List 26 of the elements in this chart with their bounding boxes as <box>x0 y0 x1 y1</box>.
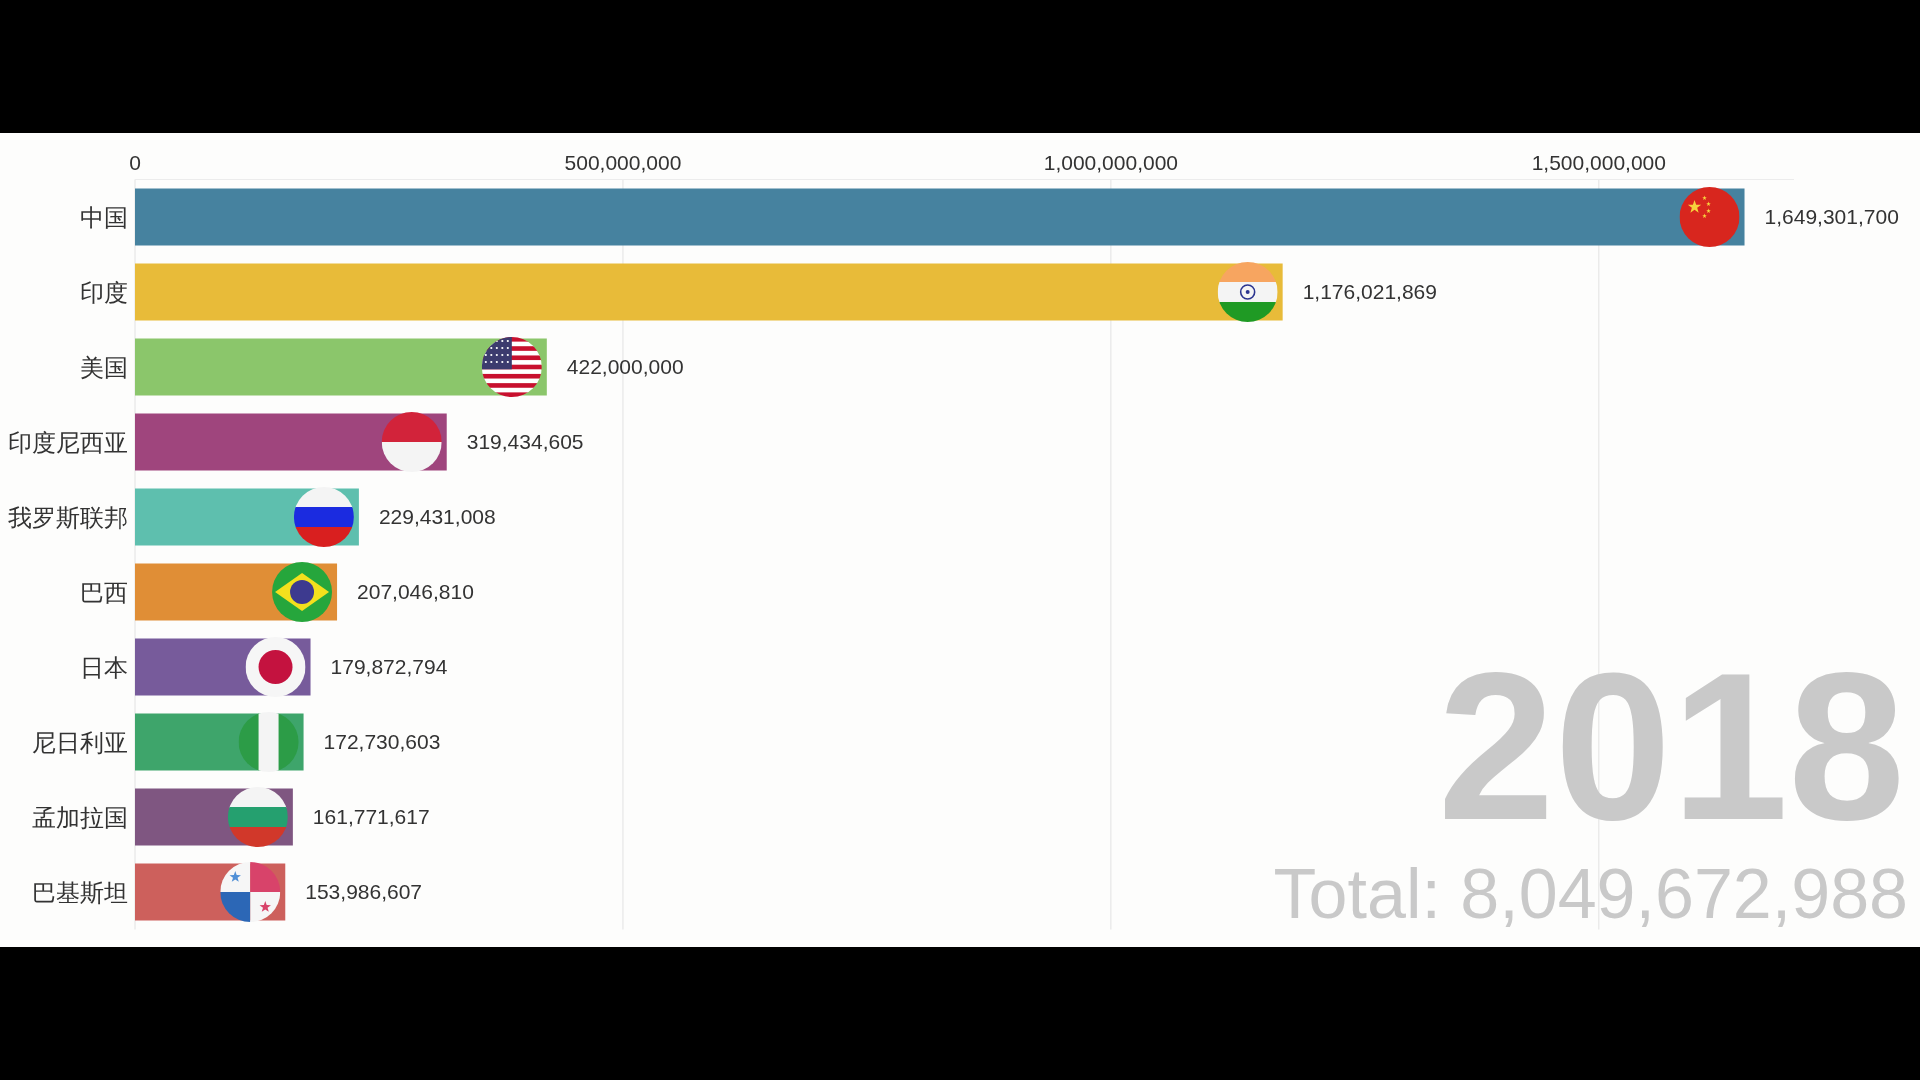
x-tick-label: 1,500,000,000 <box>1531 150 1666 174</box>
y-tick-label: 中国 <box>80 203 128 232</box>
data-label: 179,872,794 <box>330 655 448 679</box>
y-tick-label: 印度尼西亚 <box>8 428 128 457</box>
y-tick-label: 印度 <box>80 278 128 307</box>
x-tick-label: 500,000,000 <box>564 150 682 174</box>
data-label: 207,046,810 <box>357 580 474 604</box>
bar <box>135 263 1283 321</box>
data-label: 153,986,607 <box>305 880 423 904</box>
data-label: 172,730,603 <box>323 730 441 754</box>
data-label: 229,431,008 <box>378 505 496 529</box>
x-tick-label: 0 <box>129 150 141 174</box>
data-label: 319,434,605 <box>466 430 584 454</box>
y-tick-label: 美国 <box>80 353 128 382</box>
data-label: 161,771,617 <box>312 805 430 829</box>
y-tick-label: 巴西 <box>80 578 128 607</box>
data-label: 422,000,000 <box>566 355 684 379</box>
y-tick-label: 我罗斯联邦 <box>8 503 128 532</box>
y-tick-label: 巴基斯坦 <box>32 878 128 907</box>
y-tick-label: 日本 <box>80 653 128 682</box>
y-tick-label: 尼日利亚 <box>32 728 128 757</box>
bar <box>135 188 1745 246</box>
data-label: 1,176,021,869 <box>1302 280 1437 304</box>
data-label: 1,649,301,700 <box>1764 205 1899 229</box>
x-tick-label: 1,000,000,000 <box>1043 150 1179 174</box>
y-tick-label: 孟加拉国 <box>32 803 128 832</box>
